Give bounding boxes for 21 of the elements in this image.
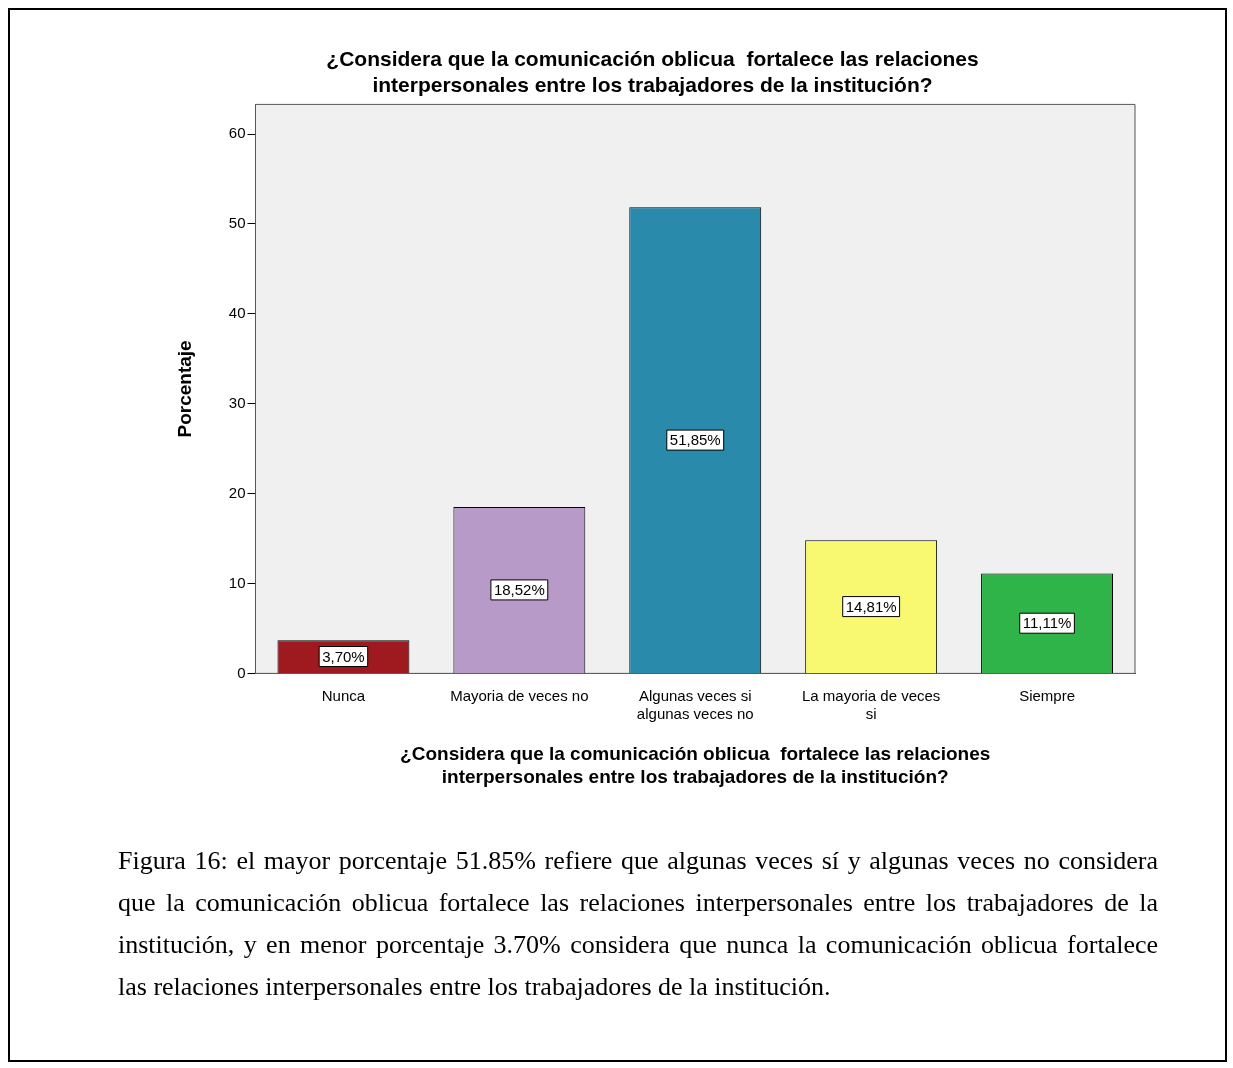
y-tick-label: 60 — [228, 124, 246, 142]
y-tick-label: 10 — [228, 573, 246, 591]
y-tick-label: 40 — [228, 303, 246, 321]
data-label: 11,11% — [1022, 614, 1072, 632]
data-label: 18,52% — [493, 581, 545, 599]
text: Figura 16: el mayor porcentaje 51.85% refiere que algunas veces sí y algunas veces no considera que la comunicación oblicua fortalece las relaciones interpersonales entre los trabajadores de la institución, y en menor porcentaje 3.70% considera que nunca la comunicación oblicua fortalece las relaciones interpersonales entre los trabajadores de la institución. — [118, 845, 1158, 1003]
y-tick-label: 50 — [228, 214, 246, 232]
x-tick-label: Mayoria de veces no — [450, 686, 589, 704]
y-tick-label: 20 — [228, 483, 246, 501]
x-tick-label: La mayoria de veces si — [801, 686, 941, 722]
x-tick-label: Siempre — [1019, 686, 1075, 704]
data-label: 51,85% — [669, 431, 721, 449]
x-tick-label: Nunca — [321, 686, 366, 704]
y-axis-title: Porcentaje — [173, 340, 195, 438]
y-tick-label: 30 — [228, 393, 246, 411]
y-tick-label: 0 — [237, 663, 246, 681]
chart-title: ¿Considera que la comunicación oblicua fortalece las relaciones interpersonales entre los trabajadores de la institución? — [326, 47, 979, 96]
x-tick-label: Algunas veces si algunas veces no — [636, 686, 754, 722]
x-axis-title: ¿Considera que la comunicación oblicua fortalece las relaciones interpersonales entre los trabajadores de la institución? — [400, 743, 991, 787]
data-label: 3,70% — [322, 647, 365, 665]
data-label: 14,81% — [845, 597, 897, 615]
